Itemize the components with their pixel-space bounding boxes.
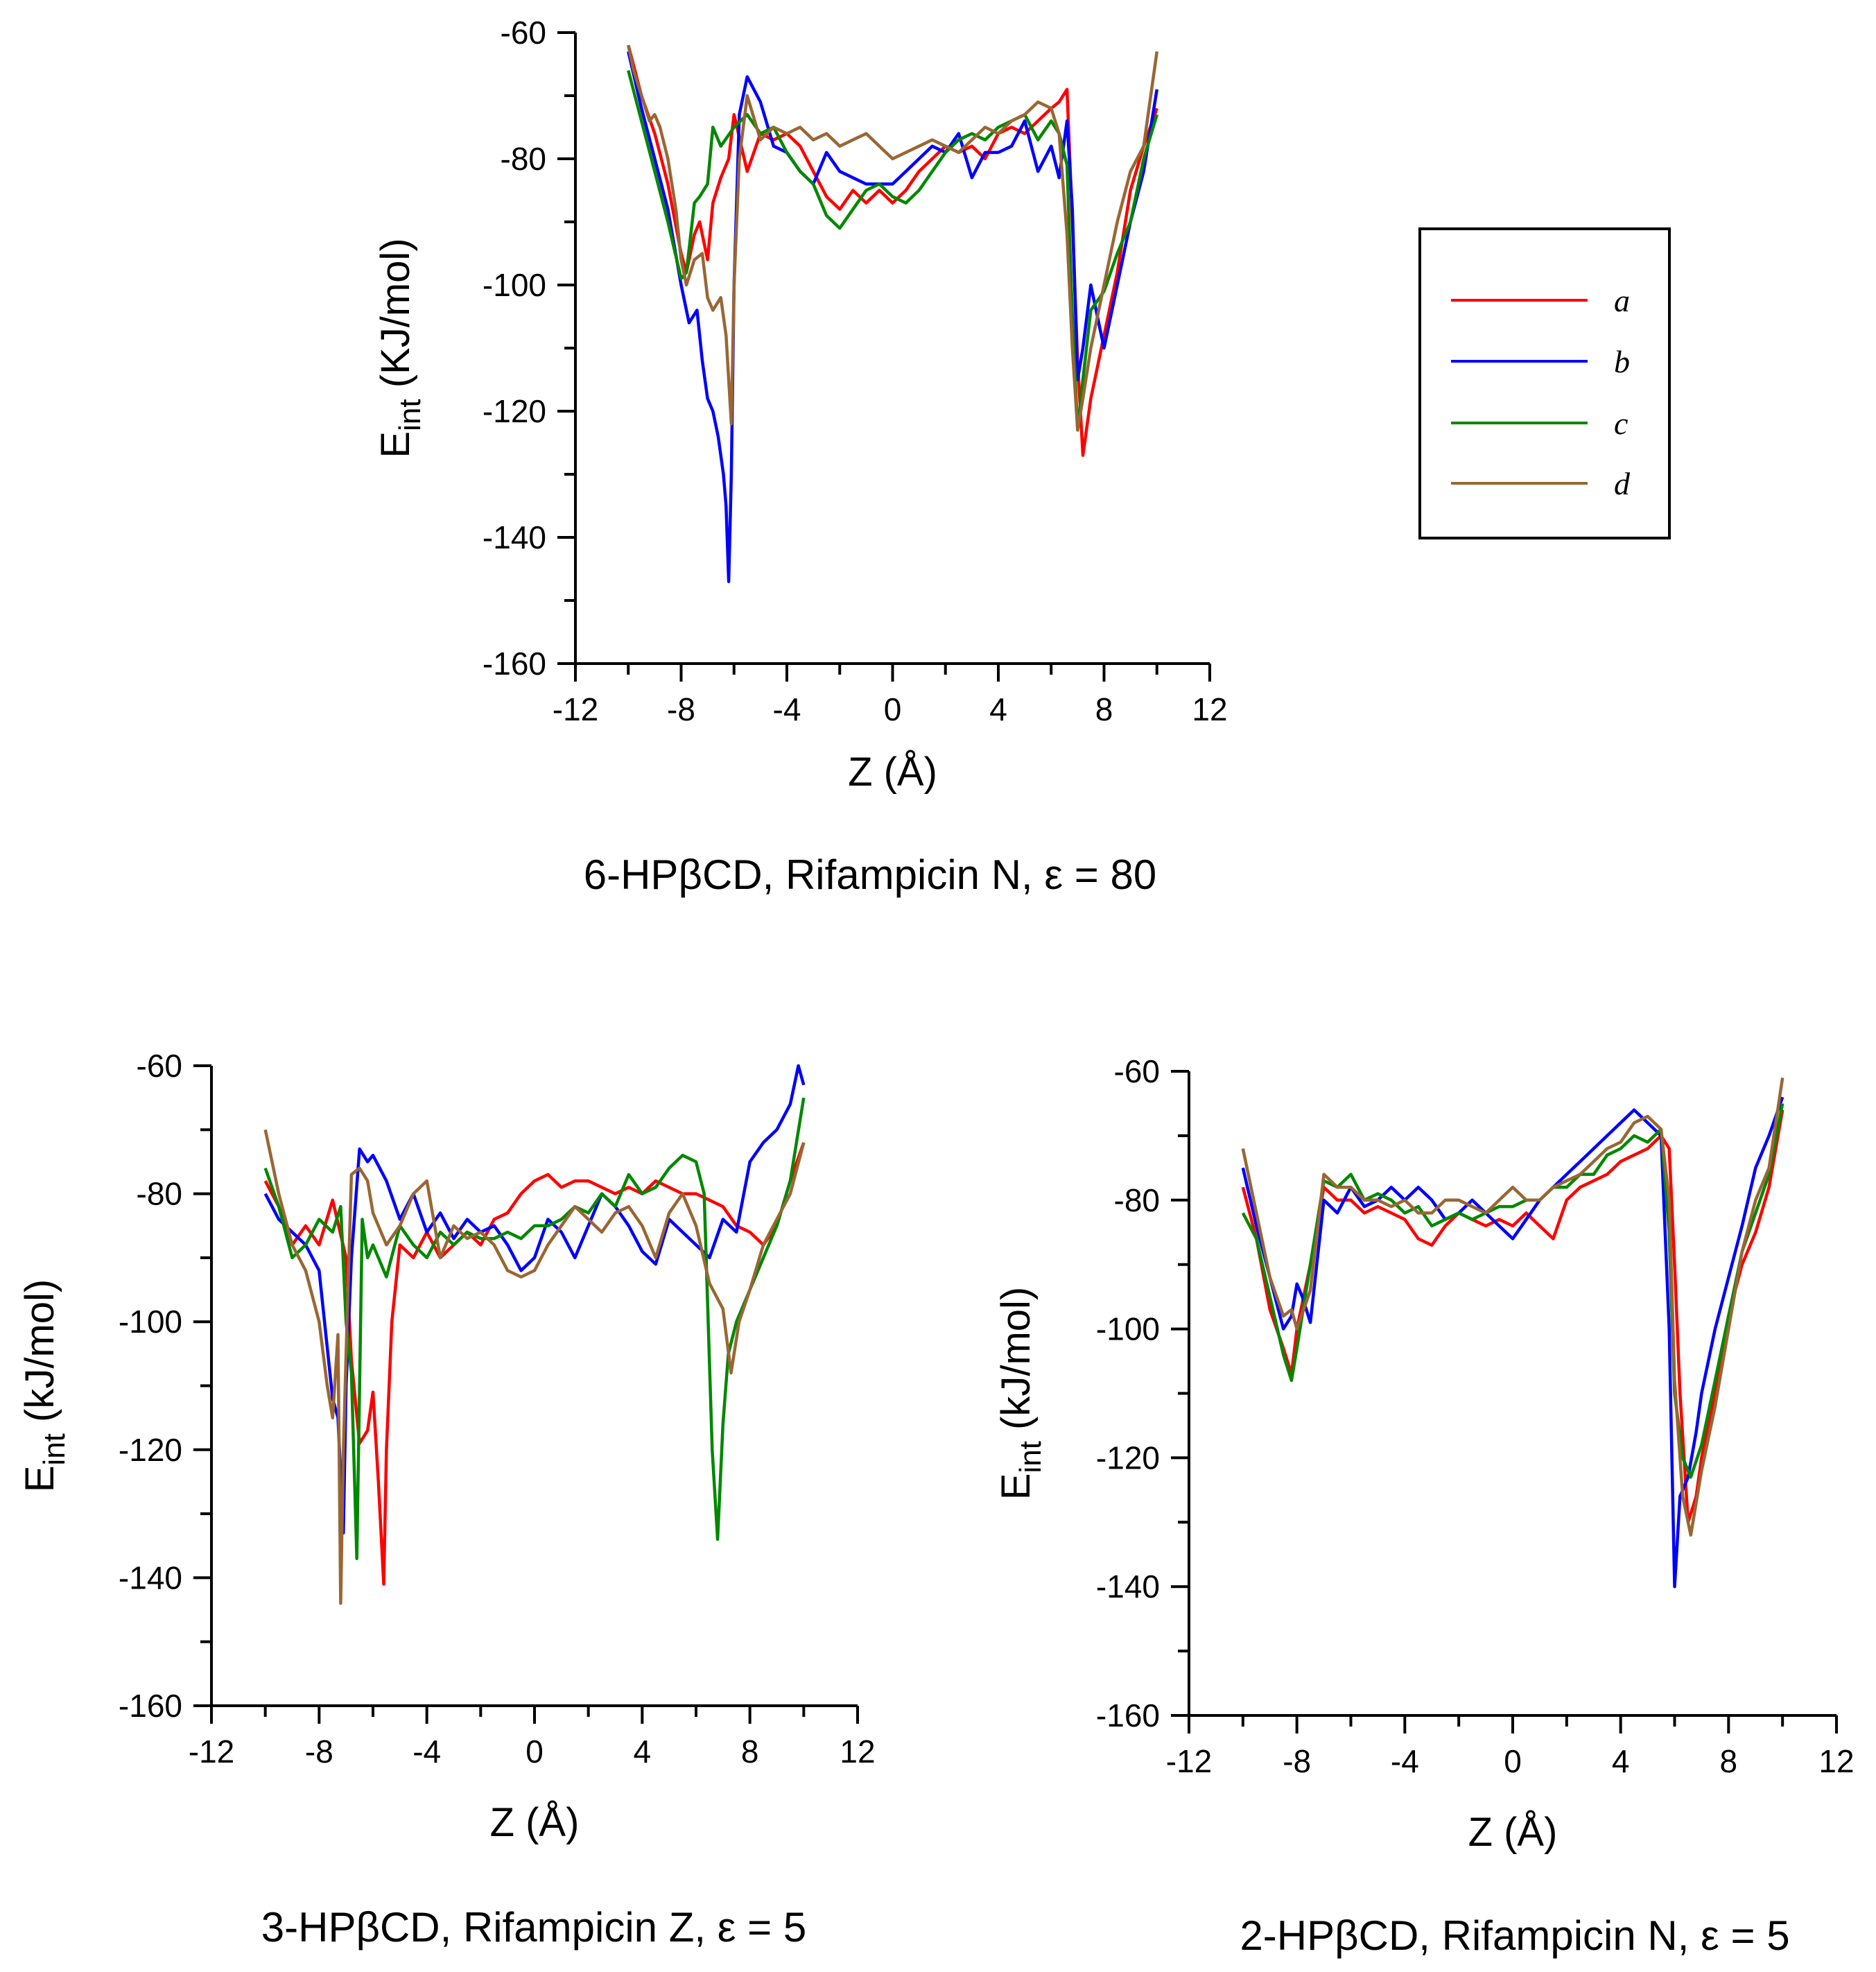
y-tick-label: -100 bbox=[119, 1304, 182, 1340]
x-tick-label: 12 bbox=[840, 1733, 875, 1770]
y-tick-label: -160 bbox=[1096, 1697, 1160, 1733]
x-tick-label: -4 bbox=[412, 1733, 441, 1770]
x-tick-label: 0 bbox=[884, 691, 902, 727]
x-tick-label: -4 bbox=[1391, 1743, 1419, 1779]
series-line-d bbox=[1241, 1077, 1784, 1537]
legend-label-c: c bbox=[1614, 406, 1628, 441]
series-line-a bbox=[1241, 1109, 1784, 1524]
x-tick-label: 4 bbox=[634, 1733, 652, 1770]
series-line-c bbox=[1241, 1103, 1784, 1479]
legend: a b c d bbox=[1418, 227, 1671, 539]
x-tick-label: -12 bbox=[553, 691, 598, 727]
y-tick-label: -60 bbox=[137, 1048, 182, 1084]
y-tick-label: -140 bbox=[1096, 1568, 1160, 1605]
y-tick-label: -120 bbox=[1096, 1439, 1160, 1476]
y-axis-title-unit: (kJ/mol) bbox=[993, 1287, 1039, 1441]
x-tick-label: 8 bbox=[1095, 691, 1113, 727]
legend-label-d: d bbox=[1614, 466, 1631, 501]
y-tick-label: -140 bbox=[483, 519, 546, 555]
legend-label-b: b bbox=[1614, 344, 1630, 379]
legend-box bbox=[1418, 227, 1671, 539]
y-axis-title-main: E bbox=[373, 431, 418, 458]
x-tick-label: 0 bbox=[526, 1733, 544, 1770]
y-axis-title-unit: (KJ/mol) bbox=[373, 238, 418, 399]
chart-bottom-left: 3-HPβCD, Rifampicin Z, ε = 5 -160 -140 -12… bbox=[17, 1048, 876, 1951]
legend-label-a: a bbox=[1614, 283, 1630, 318]
x-tick-label: -8 bbox=[305, 1733, 333, 1770]
y-tick-label: -100 bbox=[1096, 1311, 1160, 1347]
y-tick-label: -80 bbox=[137, 1176, 182, 1212]
x-tick-label: 12 bbox=[1818, 1743, 1854, 1779]
y-tick-label: -160 bbox=[119, 1688, 182, 1724]
y-axis-title-unit: (kJ/mol) bbox=[17, 1279, 62, 1433]
series-line-b bbox=[1241, 1096, 1784, 1589]
x-tick-label: 4 bbox=[989, 691, 1007, 727]
x-tick-label: -12 bbox=[1166, 1743, 1212, 1779]
y-tick-label: -60 bbox=[1114, 1053, 1160, 1089]
series-line-d bbox=[263, 1129, 806, 1605]
series-line-c bbox=[263, 1097, 806, 1560]
series-line-d bbox=[627, 44, 1159, 432]
y-tick-label: -60 bbox=[501, 15, 546, 51]
chart-top: 6-HPβCD, Rifampicin N, ε = 80 -160 -140 -1… bbox=[373, 15, 1228, 898]
series-line-b bbox=[627, 51, 1159, 583]
y-tick-label: -160 bbox=[483, 646, 546, 682]
chart-caption: 6-HPβCD, Rifampicin N, ε = 80 bbox=[584, 851, 1157, 898]
x-tick-label: -8 bbox=[1283, 1743, 1311, 1779]
y-tick-label: -80 bbox=[501, 141, 546, 177]
y-axis-title-main: E bbox=[993, 1473, 1039, 1500]
x-tick-label: -12 bbox=[189, 1733, 234, 1770]
y-tick-label: -80 bbox=[1114, 1182, 1160, 1218]
chart-caption: 3-HPβCD, Rifampicin Z, ε = 5 bbox=[261, 1904, 806, 1951]
y-axis-title-main: E bbox=[17, 1466, 62, 1493]
x-axis-title: Z (Å) bbox=[1468, 1810, 1558, 1855]
y-axis-title-sub: int bbox=[393, 399, 427, 431]
x-tick-label: -8 bbox=[667, 691, 695, 727]
chart-caption: 2-HPβCD, Rifampicin N, ε = 5 bbox=[1240, 1912, 1789, 1959]
x-tick-label: 0 bbox=[1504, 1743, 1522, 1779]
x-axis-title: Z (Å) bbox=[490, 1800, 580, 1845]
x-tick-label: 4 bbox=[1612, 1743, 1630, 1779]
y-axis-title: Eint (kJ/mol) bbox=[993, 1287, 1048, 1500]
y-tick-label: -120 bbox=[119, 1432, 182, 1468]
x-axis-title: Z (Å) bbox=[848, 750, 937, 795]
x-tick-label: 12 bbox=[1192, 691, 1227, 727]
y-tick-label: -140 bbox=[119, 1559, 182, 1595]
y-axis-title-sub: int bbox=[1014, 1441, 1048, 1473]
y-axis-title: Eint (KJ/mol) bbox=[373, 238, 427, 458]
x-tick-label: -4 bbox=[773, 691, 801, 727]
y-axis-title-sub: int bbox=[37, 1433, 71, 1465]
x-tick-label: 8 bbox=[1720, 1743, 1738, 1779]
y-axis-title: Eint (kJ/mol) bbox=[17, 1279, 71, 1493]
y-tick-label: -120 bbox=[483, 393, 546, 429]
chart-bottom-right: 2-HPβCD, Rifampicin N, ε = 5 -160 -140 -12… bbox=[993, 1053, 1855, 1959]
y-tick-label: -100 bbox=[483, 267, 546, 303]
x-tick-label: 8 bbox=[741, 1733, 759, 1770]
